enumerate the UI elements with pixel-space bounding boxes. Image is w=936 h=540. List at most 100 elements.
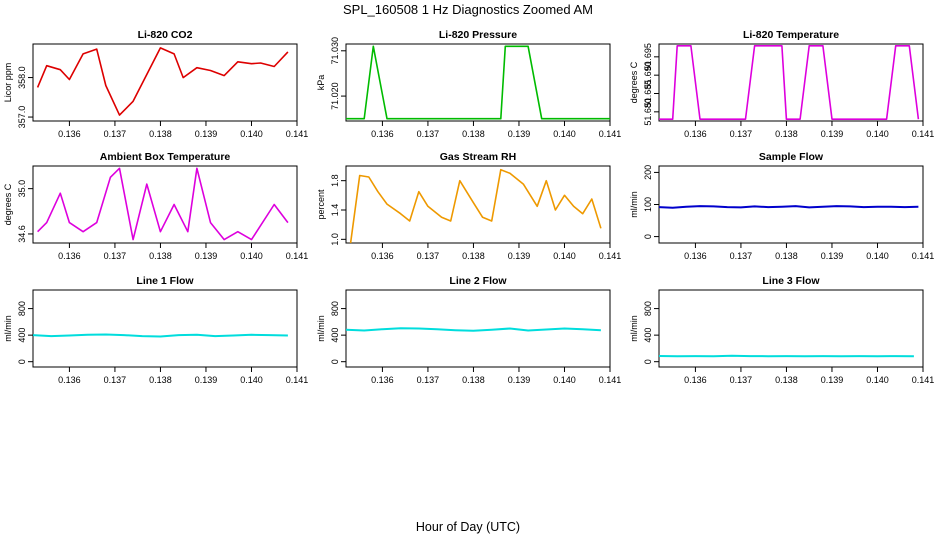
x-tick-label: 0.138: [775, 251, 798, 261]
x-tick-label: 0.139: [195, 129, 218, 139]
plot-frame: [32, 289, 298, 368]
x-tick-label: 0.140: [240, 375, 263, 385]
y-axis-label: Licor ppm: [3, 63, 13, 103]
x-tick-label: 0.137: [417, 375, 440, 385]
panel-title: Li-820 Temperature: [743, 29, 839, 41]
plot-frame: [658, 289, 924, 368]
y-tick-label: 800: [17, 301, 27, 316]
x-tick-label: 0.138: [775, 375, 798, 385]
y-axis-label: ml/min: [629, 191, 639, 218]
series-line: [36, 47, 289, 116]
panel-9: Line 3 Flow 0.136 0.137 0.138 0.139 0.140 0.14…: [629, 275, 934, 385]
panel-6: Sample Flow 0.136 0.137 0.138 0.139 0.140 0.14…: [629, 151, 934, 261]
panel-7: Line 1 Flow 0.136 0.137 0.138 0.139 0.140 0.14…: [3, 275, 308, 385]
figure-title: SPL_160508 1 Hz Diagnostics Zoomed AM: [343, 2, 593, 17]
y-tick-label: 0: [330, 359, 340, 364]
plot-frame: [32, 43, 298, 122]
y-tick-label: 200: [643, 165, 653, 180]
x-tick-label: 0.141: [286, 129, 309, 139]
x-tick-label: 0.139: [821, 251, 844, 261]
plot-frame: [345, 43, 611, 122]
y-tick-label: 51.695: [643, 43, 653, 71]
x-tick-label: 0.137: [104, 129, 127, 139]
y-axis-label: ml/min: [629, 315, 639, 342]
x-tick-label: 0.136: [684, 375, 707, 385]
x-tick-label: 0.137: [417, 251, 440, 261]
y-tick-label: 800: [643, 301, 653, 316]
x-tick-label: 0.137: [104, 251, 127, 261]
y-tick-label: 400: [17, 328, 27, 343]
x-tick-label: 0.136: [684, 251, 707, 261]
y-axis-label: degrees C: [629, 61, 639, 103]
y-tick-label: 71.030: [330, 37, 340, 65]
panel-8: Line 2 Flow 0.136 0.137 0.138 0.139 0.140 0.14…: [316, 275, 621, 385]
x-tick-label: 0.139: [508, 251, 531, 261]
plot-frame: [658, 43, 924, 122]
x-tick-label: 0.141: [599, 375, 622, 385]
x-tick-label: 0.136: [684, 129, 707, 139]
x-tick-label: 0.140: [866, 375, 889, 385]
x-tick-label: 0.141: [912, 375, 935, 385]
y-tick-label: 35.0: [17, 180, 27, 198]
panel-title: Line 2 Flow: [449, 275, 507, 287]
panel-grid: Li-820 CO2 0.136 0.137 0.138 0.139 0.140 0.141…: [3, 29, 934, 385]
panel-5: Gas Stream RH 0.136 0.137 0.138 0.139 0.140 0.…: [316, 151, 621, 261]
plot-frame: [345, 289, 611, 368]
y-tick-label: 358.0: [17, 66, 27, 89]
x-tick-label: 0.140: [553, 129, 576, 139]
x-tick-label: 0.140: [553, 375, 576, 385]
x-tick-label: 0.138: [775, 129, 798, 139]
x-tick-label: 0.138: [149, 375, 172, 385]
y-tick-label: 1.8: [330, 174, 340, 187]
series-line: [346, 45, 610, 120]
series-line: [658, 205, 919, 209]
y-axis-label: ml/min: [3, 315, 13, 342]
x-tick-label: 0.137: [417, 129, 440, 139]
y-tick-label: 0: [643, 234, 653, 239]
y-tick-label: 51.685: [643, 80, 653, 108]
x-tick-label: 0.136: [371, 375, 394, 385]
x-tick-label: 0.139: [195, 251, 218, 261]
plot-frame: [32, 165, 298, 244]
x-tick-label: 0.141: [912, 251, 935, 261]
panel-title: Gas Stream RH: [440, 151, 516, 163]
x-axis-title: Hour of Day (UTC): [416, 520, 520, 534]
series-line: [349, 168, 602, 244]
plot-frame: [345, 165, 611, 244]
y-tick-label: 0: [643, 359, 653, 364]
x-tick-label: 0.139: [508, 129, 531, 139]
x-tick-label: 0.136: [371, 251, 394, 261]
x-tick-label: 0.136: [58, 251, 81, 261]
x-tick-label: 0.136: [371, 129, 394, 139]
panel-title: Li-820 Pressure: [439, 29, 517, 41]
y-axis-label: kPa: [316, 75, 326, 91]
plot-frame: [658, 165, 924, 244]
x-tick-label: 0.138: [462, 251, 485, 261]
x-tick-label: 0.139: [821, 375, 844, 385]
panel-2: Li-820 Pressure 0.136 0.137 0.138 0.139 0.140…: [316, 29, 621, 139]
x-tick-label: 0.140: [240, 251, 263, 261]
panel-title: Ambient Box Temperature: [100, 151, 231, 163]
series-line: [32, 333, 288, 338]
y-axis-label: ml/min: [316, 315, 326, 342]
y-tick-label: 400: [643, 328, 653, 343]
panel-1: Li-820 CO2 0.136 0.137 0.138 0.139 0.140 0.141…: [3, 29, 308, 139]
panel-title: Line 3 Flow: [762, 275, 820, 287]
x-tick-label: 0.141: [912, 129, 935, 139]
x-tick-label: 0.141: [286, 251, 309, 261]
series-line: [659, 44, 920, 120]
x-tick-label: 0.141: [599, 251, 622, 261]
x-tick-label: 0.138: [462, 129, 485, 139]
x-tick-label: 0.137: [104, 375, 127, 385]
x-tick-label: 0.139: [821, 129, 844, 139]
panel-title: Sample Flow: [759, 151, 824, 163]
series-line: [345, 327, 601, 332]
panel-title: Line 1 Flow: [136, 275, 194, 287]
y-tick-label: 800: [330, 301, 340, 316]
x-tick-label: 0.138: [462, 375, 485, 385]
y-tick-label: 1.0: [330, 233, 340, 246]
x-tick-label: 0.138: [149, 129, 172, 139]
x-tick-label: 0.140: [866, 251, 889, 261]
y-tick-label: 0: [17, 359, 27, 364]
x-tick-label: 0.140: [866, 129, 889, 139]
